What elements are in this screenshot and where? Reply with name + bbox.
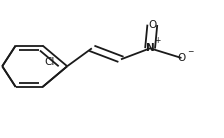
Text: Cl: Cl <box>44 57 54 67</box>
Text: O: O <box>177 53 185 63</box>
Text: O: O <box>148 20 156 30</box>
Text: −: − <box>187 47 193 56</box>
Text: +: + <box>155 36 161 45</box>
Text: N: N <box>146 43 155 53</box>
